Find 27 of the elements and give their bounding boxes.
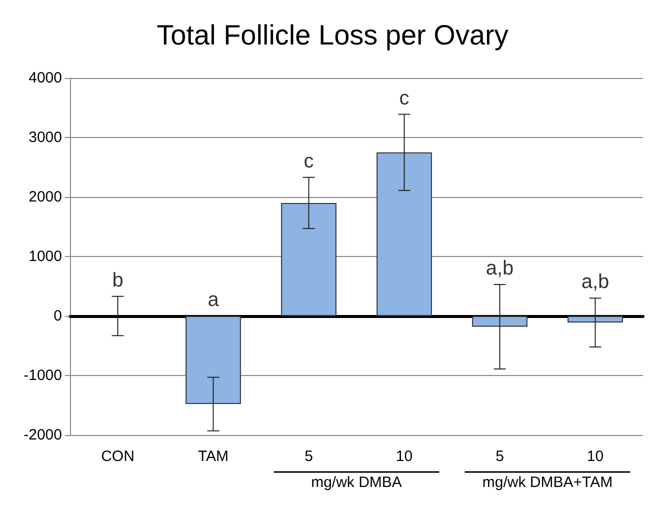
chart-title: Total Follicle Loss per Ovary	[156, 20, 508, 50]
annotation: c	[399, 87, 410, 110]
y-tick-label: -2000	[24, 426, 62, 444]
annotation: c	[304, 150, 314, 172]
x-tick-label: 5	[304, 448, 313, 465]
text: mg/wk DMBA	[311, 474, 402, 491]
bar	[568, 316, 623, 323]
x-tick-label: 10	[396, 448, 413, 465]
y-tick-label: 0	[54, 308, 62, 324]
y-tick-label: 4000	[28, 70, 62, 86]
text: mg/wk DMBA+TAM	[482, 474, 613, 491]
annotation: a,b	[581, 271, 610, 294]
bar	[472, 316, 528, 327]
x-tick-label: TAM	[198, 448, 229, 465]
x-tick-label: 5	[496, 448, 504, 465]
y-tick-label: 2000	[28, 188, 62, 206]
annotation: a,b	[486, 257, 514, 280]
y-tick-label: 1000	[28, 248, 62, 265]
y-tick-label: -1000	[24, 367, 62, 384]
bar	[376, 152, 432, 316]
bar	[186, 316, 241, 404]
annotation: b	[112, 269, 124, 292]
y-tick-label: 3000	[28, 129, 62, 146]
x-tick-label: CON	[101, 448, 134, 465]
annotation: a	[208, 289, 220, 311]
x-tick-label: 10	[586, 448, 604, 465]
bar	[281, 202, 336, 316]
